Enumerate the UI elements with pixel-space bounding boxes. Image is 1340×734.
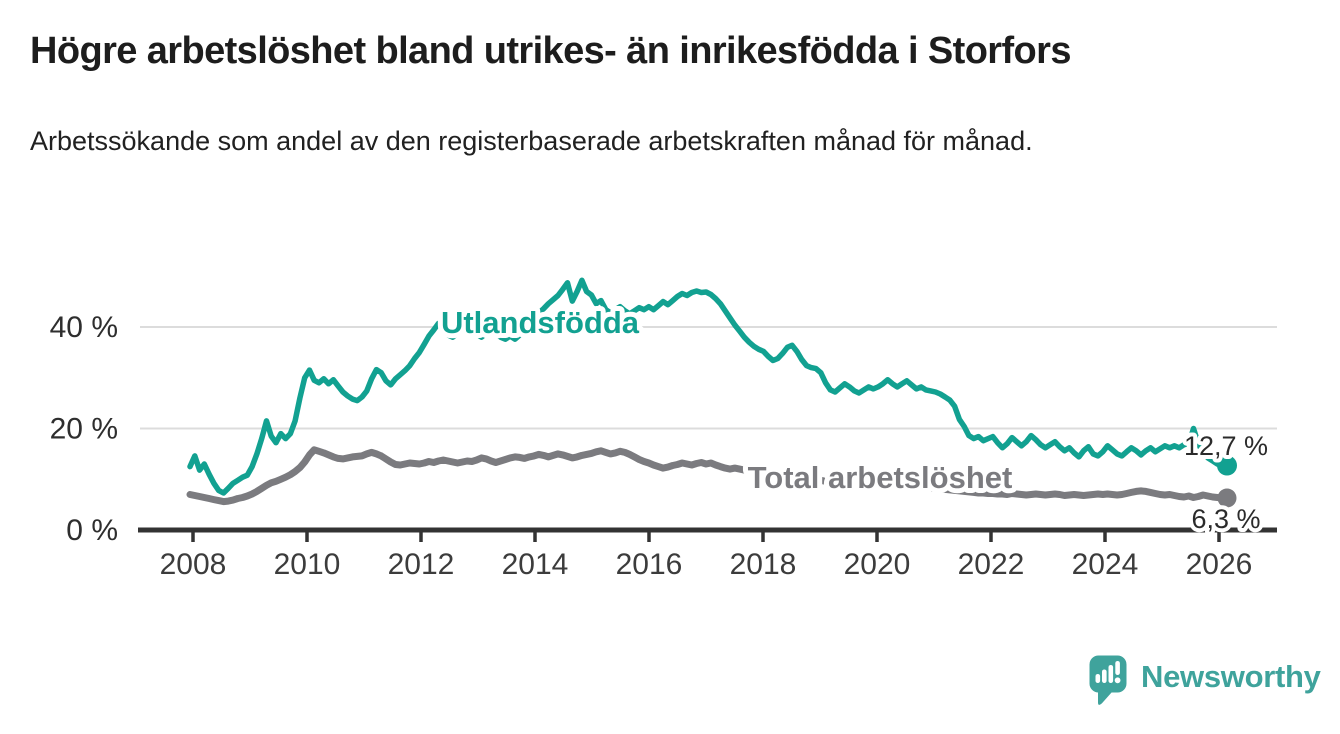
y-tick-label: 0 % bbox=[66, 514, 118, 547]
x-tick-label: 2008 bbox=[160, 548, 227, 581]
x-tick-label: 2022 bbox=[958, 548, 1025, 581]
newsworthy-logo-text: Newsworthy bbox=[1141, 659, 1321, 694]
end-value-label: 12,7 % bbox=[1184, 431, 1268, 461]
x-tick-label: 2024 bbox=[1072, 548, 1139, 581]
series-end-dot-utlandsfodda bbox=[1217, 455, 1237, 476]
y-tick-label: 40 % bbox=[50, 311, 118, 344]
chart-area: 2008 2010 2012 2014 2016 2018 2020 2022 2024 2026… bbox=[0, 250, 1340, 610]
logo-bubble-tail bbox=[1098, 690, 1112, 705]
series-end-dot-total bbox=[1217, 488, 1237, 508]
x-tick-label: 2012 bbox=[388, 548, 455, 581]
x-tick-label: 2026 bbox=[1186, 548, 1253, 581]
chart-subtitle: Arbetssökande som andel av den registerb… bbox=[30, 126, 1033, 156]
logo-bar-1 bbox=[1095, 674, 1101, 683]
series-label: Utlandsfödda bbox=[441, 305, 640, 340]
series-line-utlandsfodda bbox=[187, 277, 1230, 496]
x-tick-label: 2018 bbox=[730, 548, 797, 581]
logo-bar-2 bbox=[1102, 669, 1107, 683]
page-title: Högre arbetslöshet bland utrikes- än inr… bbox=[30, 30, 1071, 72]
unemployment-line-chart: 2008 2010 2012 2014 2016 2018 2020 2022 2024 2026… bbox=[50, 277, 1277, 581]
logo-exclamation-dot bbox=[1114, 677, 1121, 684]
series-label: Total arbetslöshet bbox=[748, 460, 1013, 495]
newsworthy-logo: Newsworthy bbox=[1088, 652, 1321, 710]
logo-exclamation-bar bbox=[1115, 661, 1120, 675]
x-tick-label: 2014 bbox=[502, 548, 569, 581]
series-line-total bbox=[186, 446, 1231, 506]
logo-bar-3 bbox=[1108, 665, 1114, 683]
newsworthy-logo-icon bbox=[1089, 655, 1127, 705]
x-tick-label: 2016 bbox=[616, 548, 683, 581]
x-tick-label: 2010 bbox=[274, 548, 341, 581]
end-value-label: 6,3 % bbox=[1191, 504, 1260, 534]
y-tick-label: 20 % bbox=[50, 413, 118, 446]
x-tick-label: 2020 bbox=[844, 548, 911, 581]
